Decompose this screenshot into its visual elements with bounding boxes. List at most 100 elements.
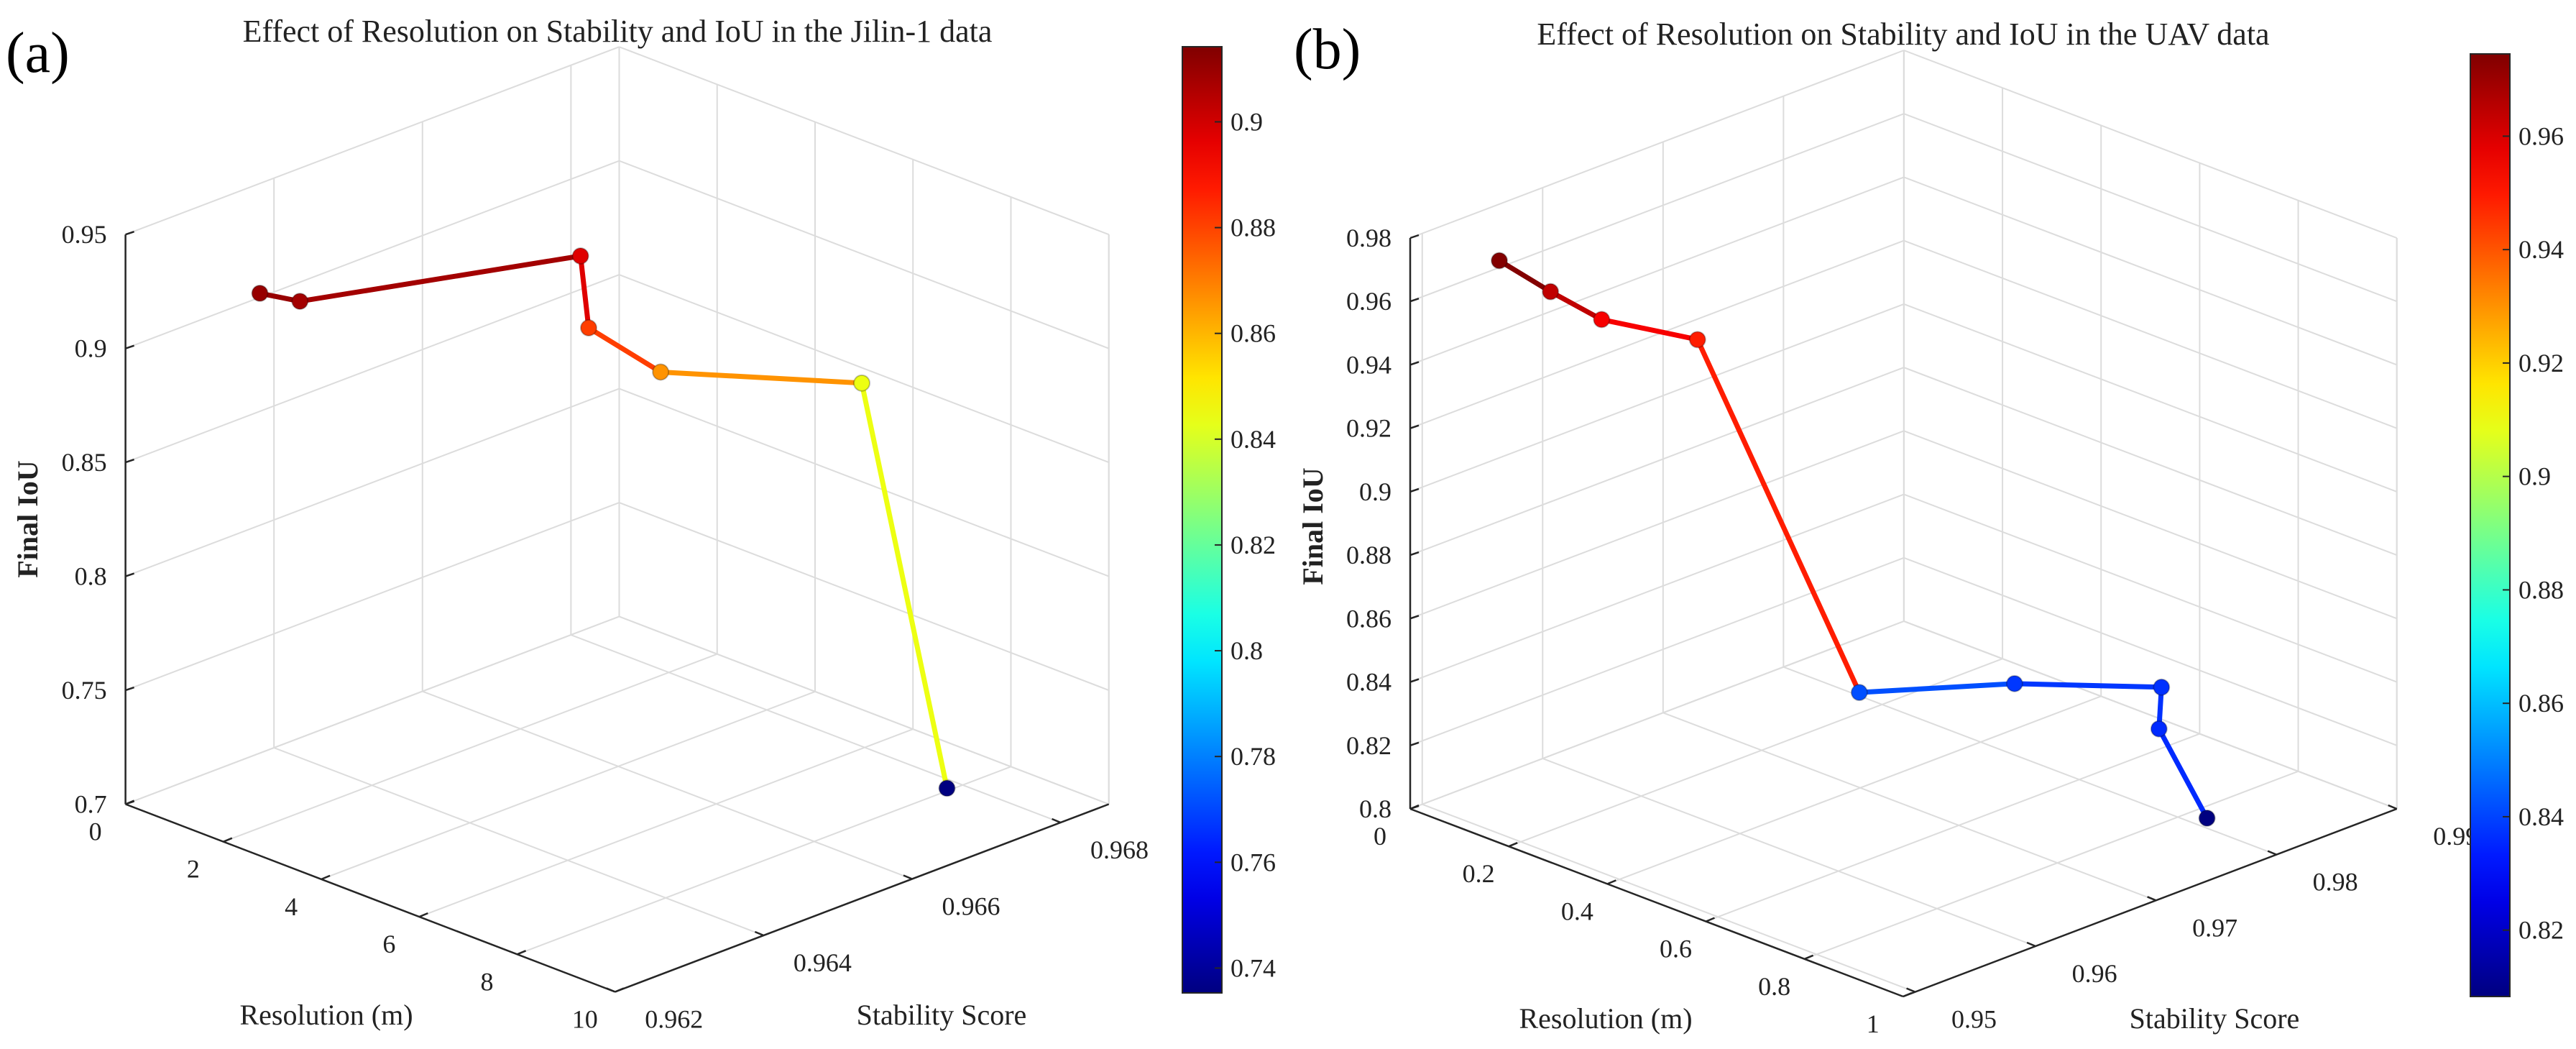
colorbar-tick-label: 0.82 — [2518, 916, 2564, 945]
chart-panel-b: (b) Effect of Resolution on Stability an… — [1288, 0, 2576, 1045]
colorbar-tick-label: 0.76 — [1230, 848, 1276, 876]
y-tick — [606, 987, 616, 993]
grid-line — [273, 747, 764, 936]
z-tick-label: 0.88 — [1346, 541, 1392, 569]
x-tick-label: 6 — [382, 930, 395, 958]
grid-line — [619, 388, 1110, 577]
grid-line — [1409, 176, 1905, 366]
grid-line — [619, 160, 1110, 349]
panel-label: (b) — [1294, 18, 1361, 81]
grid-line — [1662, 712, 2156, 902]
z-tick-label: 0.98 — [1346, 224, 1392, 252]
z-tick — [1409, 615, 1420, 620]
y-tick — [2267, 850, 2277, 856]
colorbar-tick-label: 0.9 — [1230, 107, 1263, 136]
data-line-segment — [297, 253, 584, 304]
panel-label: (a) — [6, 22, 70, 85]
grid-line — [1422, 803, 1915, 993]
x-tick — [223, 837, 233, 843]
grid-line — [223, 653, 718, 843]
data-point — [1850, 684, 1868, 702]
data-line-segment — [1547, 289, 1604, 322]
grid-line — [1706, 733, 2200, 922]
z-tick — [125, 231, 134, 236]
z-tick — [125, 458, 134, 464]
x-axis-line — [1409, 807, 1904, 998]
y-tick-label: 0.964 — [794, 948, 852, 977]
grid-line — [125, 502, 620, 691]
data-line-segment — [1695, 336, 1862, 695]
grid-line — [619, 274, 1110, 464]
chart-a-svg: (a) Effect of Resolution on Stability an… — [6, 14, 1276, 1034]
grid-line — [1903, 493, 2398, 683]
x-tick-label: 2 — [187, 855, 200, 884]
y-tick-label: 0.95 — [1951, 1005, 1997, 1034]
z-tick-label: 0.86 — [1346, 604, 1392, 633]
chart-b-svg: (b) Effect of Resolution on Stability an… — [1294, 17, 2564, 1038]
colorbar-tick-label: 0.96 — [2518, 122, 2564, 150]
y-tick-label: 0.966 — [942, 892, 1000, 921]
grid-line — [1804, 770, 2299, 960]
z-tick-label: 0.96 — [1346, 287, 1392, 316]
colorbar-tick-label: 0.84 — [1230, 425, 1276, 454]
x-tick — [418, 912, 428, 918]
data-point — [652, 363, 670, 381]
z-tick-label: 0.9 — [75, 334, 107, 363]
grid-line — [125, 615, 620, 805]
y-tick — [2388, 804, 2398, 810]
x-tick — [1606, 879, 1616, 885]
data-point — [2198, 809, 2216, 827]
grid-line — [1783, 666, 2277, 856]
y-tick — [2026, 941, 2036, 948]
grid-line — [125, 160, 620, 349]
data-point — [251, 284, 269, 302]
data-line-segment — [1496, 257, 1553, 295]
data-line-segment — [658, 369, 865, 386]
grid-line — [1903, 620, 2398, 810]
data-line-segment — [859, 380, 950, 791]
data-point — [938, 779, 956, 797]
z-tick — [125, 344, 134, 349]
data-point — [1593, 311, 1611, 329]
y-tick-label: 0.96 — [2072, 959, 2117, 988]
grid-line — [1409, 239, 1905, 429]
z-tick-label: 0.84 — [1346, 668, 1392, 697]
grid-lines — [124, 46, 1110, 993]
data-point — [1491, 252, 1509, 270]
x-tick — [1508, 842, 1518, 848]
grid-line — [619, 615, 1110, 805]
chart-title: Effect of Resolution on Stability and Io… — [1537, 17, 2269, 52]
grid-line — [1903, 303, 2398, 493]
z-tick — [1409, 298, 1420, 303]
y-axis-line — [1903, 807, 2398, 998]
grid-line — [1409, 620, 1905, 810]
grid-line — [571, 634, 1061, 823]
grid-line — [422, 690, 913, 880]
z-tick — [125, 572, 134, 577]
x-tick-label: 0.4 — [1561, 897, 1593, 925]
x-tick-label: 10 — [572, 1005, 598, 1034]
colorbar-tick-label: 0.78 — [1230, 742, 1276, 771]
colorbar — [2470, 53, 2511, 997]
x-tick — [321, 874, 331, 881]
data-point — [2150, 720, 2168, 738]
chart-panel-a: (a) Effect of Resolution on Stability an… — [0, 0, 1288, 1045]
y-tick — [1052, 817, 1062, 824]
plot-area: 0.80.820.840.860.880.90.920.940.960.9800… — [1346, 50, 2478, 1038]
grid-line — [125, 274, 620, 464]
z-axis-label: Final IoU — [1297, 467, 1329, 585]
grid-line — [1409, 50, 1905, 239]
colorbar-tick-label: 0.84 — [2518, 802, 2564, 831]
x-tick-label: 4 — [285, 892, 298, 921]
y-tick-label: 0.97 — [2192, 913, 2237, 942]
x-tick-label: 0 — [1374, 822, 1386, 851]
grid-line — [1542, 758, 2036, 947]
z-tick-label: 0.85 — [62, 448, 107, 477]
data-line-segment — [2156, 726, 2210, 821]
x-tick-label: 0.2 — [1463, 859, 1495, 888]
chart-title: Effect of Resolution on Stability and Io… — [243, 14, 993, 49]
z-tick-label: 0.94 — [1346, 350, 1392, 379]
y-axis-label: Stability Score — [857, 999, 1027, 1031]
z-tick — [1409, 487, 1420, 493]
z-tick — [125, 686, 134, 692]
